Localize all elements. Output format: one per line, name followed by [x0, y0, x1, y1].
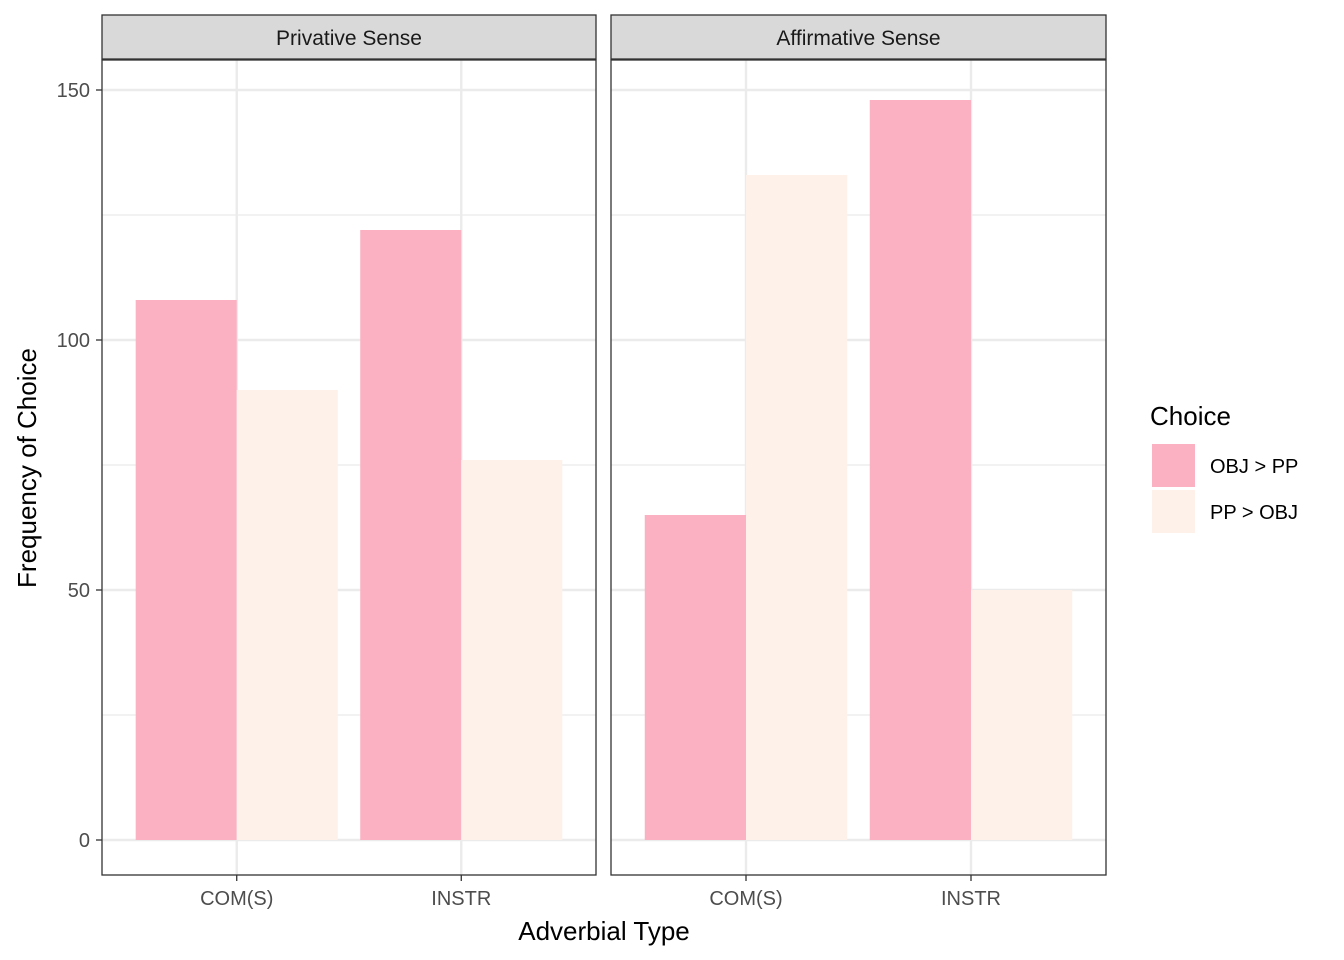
x-tick-label: COM(S) [200, 888, 273, 910]
legend: Choice OBJ > PP PP > OBJ [1150, 401, 1298, 533]
bar [644, 515, 746, 840]
bar [135, 300, 237, 840]
y-axis-title: Frequency of Choice [12, 348, 42, 588]
legend-item: PP > OBJ [1152, 490, 1298, 533]
panel-border [610, 59, 1107, 876]
legend-item: OBJ > PP [1152, 444, 1298, 487]
legend-label: PP > OBJ [1210, 502, 1298, 524]
x-axis-title: Adverbial Type [518, 916, 690, 946]
strip-background [610, 14, 1107, 60]
legend-items: OBJ > PP PP > OBJ [1152, 444, 1298, 533]
y-tick-label: 50 [68, 580, 90, 602]
x-tick-label: INSTR [941, 888, 1001, 910]
y-tick-label: 0 [79, 830, 90, 852]
y-axis: 0 50 100 150 [57, 80, 102, 852]
bar [461, 460, 563, 840]
y-tick-label: 150 [57, 80, 90, 102]
legend-title: Choice [1150, 401, 1231, 431]
legend-swatch [1152, 490, 1195, 533]
strip-label: Affirmative Sense [776, 27, 940, 50]
facet-panel: Privative Sense COM(S) INSTR [101, 14, 597, 910]
facet-panel: Affirmative Sense COM(S) INSTR [610, 14, 1107, 910]
strip-label: Privative Sense [276, 27, 422, 50]
legend-label: OBJ > PP [1210, 456, 1298, 478]
x-tick-label: INSTR [431, 888, 491, 910]
strip-background [101, 14, 597, 60]
bar [746, 175, 848, 840]
bar [971, 590, 1073, 840]
x-tick-label: COM(S) [709, 888, 782, 910]
legend-swatch [1152, 444, 1195, 487]
y-tick-label: 100 [57, 330, 90, 352]
bar [360, 230, 462, 840]
bar [869, 100, 971, 840]
panel-border [101, 59, 597, 876]
bar [236, 390, 338, 840]
